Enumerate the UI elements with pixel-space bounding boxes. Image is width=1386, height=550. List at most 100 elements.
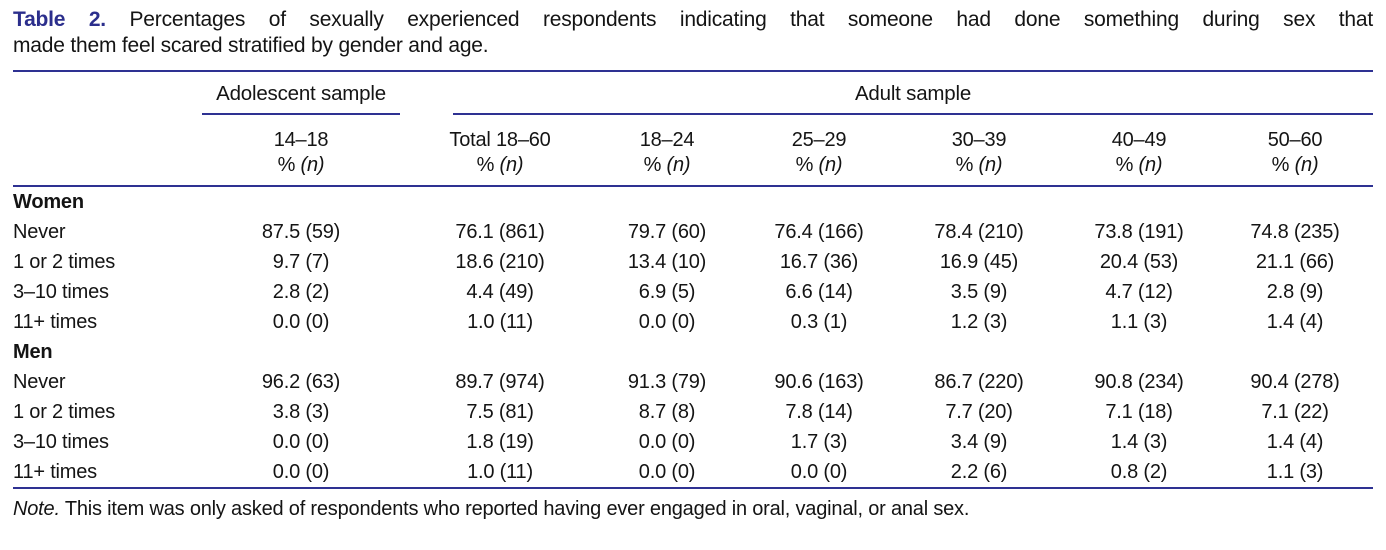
value-cell: 73.8 (191) (1094, 221, 1184, 243)
value-cell: 86.7 (220) (934, 371, 1024, 393)
age-range-label: 50–60 (1267, 129, 1323, 151)
value-cell: 0.0 (0) (272, 431, 330, 453)
table-body: Women Never 87.5 (59) 76.1 (861) 79.7 (60) 76… (13, 186, 1373, 487)
unit-label: % (n) (476, 154, 524, 176)
group-header-spacer (13, 72, 195, 115)
row-label: 11+ times (13, 311, 97, 333)
age-range-label: 18–24 (639, 129, 695, 151)
unit-label: % (n) (955, 154, 1003, 176)
value-cell: 1.1 (3) (1110, 311, 1168, 333)
value-cell: 1.0 (11) (467, 461, 533, 483)
row-label: 11+ times (13, 461, 97, 483)
value-cell: 0.3 (1) (790, 311, 848, 333)
table-bottom-rule (13, 487, 1373, 489)
column-header-18-24: 18–24 % (n) (593, 115, 741, 187)
value-cell: 9.7 (7) (272, 251, 330, 273)
value-cell: 16.7 (36) (779, 251, 859, 273)
column-header-spacer (13, 115, 195, 187)
data-row: 1 or 2 times 3.8 (3) 7.5 (81) 8.7 (8) 7.8 (1… (13, 397, 1373, 427)
value-cell: 2.8 (9) (1266, 281, 1324, 303)
column-header-30-39: 30–39 % (n) (897, 115, 1061, 187)
value-cell: 90.8 (234) (1094, 371, 1184, 393)
value-cell: 1.1 (3) (1266, 461, 1324, 483)
age-range-label: 30–39 (951, 129, 1007, 151)
group-header-adult: Adult sample (407, 72, 1374, 115)
data-row: 3–10 times 2.8 (2) 4.4 (49) 6.9 (5) 6.6 (14)… (13, 277, 1373, 307)
column-header-row: 14–18 % (n) Total 18–60 % (n) 18–24 % (n… (13, 115, 1374, 187)
data-row: Never 96.2 (63) 89.7 (974) 91.3 (79) 90.6 (1… (13, 367, 1373, 397)
unit-label: % (n) (1115, 154, 1163, 176)
value-cell: 7.8 (14) (785, 401, 853, 423)
row-label: 1 or 2 times (13, 401, 116, 423)
value-cell: 76.1 (861) (455, 221, 545, 243)
value-cell: 16.9 (45) (939, 251, 1019, 273)
value-cell: 7.7 (20) (945, 401, 1013, 423)
section-row: Women (13, 186, 1373, 217)
value-cell: 20.4 (53) (1099, 251, 1179, 273)
row-label: 3–10 times (13, 281, 109, 303)
value-cell: 6.9 (5) (638, 281, 696, 303)
value-cell: 1.4 (4) (1266, 311, 1324, 333)
unit-label: % (n) (277, 154, 325, 176)
value-cell: 1.4 (4) (1266, 431, 1324, 453)
value-cell: 1.0 (11) (467, 311, 533, 333)
value-cell: 18.6 (210) (455, 251, 545, 273)
value-cell: 4.4 (49) (466, 281, 534, 303)
value-cell: 87.5 (59) (261, 221, 341, 243)
value-cell: 0.0 (0) (638, 431, 696, 453)
value-cell: 0.0 (0) (638, 461, 696, 483)
row-label: Never (13, 221, 66, 243)
data-row: 11+ times 0.0 (0) 1.0 (11) 0.0 (0) 0.3 (1) 1.… (13, 307, 1373, 337)
results-table: Adolescent sample Adult sample 14–18 % (… (13, 72, 1374, 487)
value-cell: 0.0 (0) (272, 461, 330, 483)
value-cell: 89.7 (974) (455, 371, 545, 393)
unit-label: % (n) (643, 154, 691, 176)
age-range-label: 14–18 (273, 129, 329, 151)
unit-label: % (n) (795, 154, 843, 176)
value-cell: 1.2 (3) (950, 311, 1008, 333)
value-cell: 6.6 (14) (785, 281, 853, 303)
unit-label: % (n) (1271, 154, 1319, 176)
column-header-50-60: 50–60 % (n) (1217, 115, 1374, 187)
table-note: Note. This item was only asked of respon… (13, 489, 1373, 521)
row-label: Never (13, 371, 66, 393)
age-range-label: 25–29 (791, 129, 847, 151)
table-head: Adolescent sample Adult sample 14–18 % (… (13, 72, 1374, 187)
value-cell: 3.8 (3) (272, 401, 330, 423)
data-row: 1 or 2 times 9.7 (7) 18.6 (210) 13.4 (10) 16… (13, 247, 1373, 277)
value-cell: 90.6 (163) (774, 371, 864, 393)
value-cell: 2.8 (2) (272, 281, 330, 303)
column-header-total-18-60: Total 18–60 % (n) (407, 115, 593, 187)
value-cell: 0.8 (2) (1110, 461, 1168, 483)
value-cell: 1.8 (19) (466, 431, 534, 453)
value-cell: 3.5 (9) (950, 281, 1008, 303)
value-cell: 1.4 (3) (1110, 431, 1168, 453)
note-prefix: Note. (13, 498, 60, 520)
group-header-row: Adolescent sample Adult sample (13, 72, 1374, 115)
value-cell: 0.0 (0) (272, 311, 330, 333)
value-cell: 96.2 (63) (261, 371, 341, 393)
note-text: This item was only asked of respondents … (64, 498, 970, 520)
value-cell: 74.8 (235) (1250, 221, 1340, 243)
value-cell: 0.0 (0) (638, 311, 696, 333)
value-cell: 1.7 (3) (790, 431, 848, 453)
value-cell: 79.7 (60) (627, 221, 707, 243)
row-label: 1 or 2 times (13, 251, 116, 273)
value-cell: 91.3 (79) (627, 371, 707, 393)
table-caption: Table 2. Percentages of sexually experie… (13, 7, 1373, 59)
row-label: 3–10 times (13, 431, 109, 453)
value-cell: 7.1 (22) (1261, 401, 1329, 423)
value-cell: 2.2 (6) (950, 461, 1008, 483)
value-cell: 4.7 (12) (1105, 281, 1173, 303)
caption-divider-rule (13, 70, 1373, 72)
value-cell: 7.1 (18) (1105, 401, 1173, 423)
data-row: 3–10 times 0.0 (0) 1.8 (19) 0.0 (0) 1.7 (3) 3… (13, 427, 1373, 457)
section-row: Men (13, 337, 1373, 367)
group-header-adolescent-label: Adolescent sample (202, 82, 400, 115)
column-header-14-18: 14–18 % (n) (195, 115, 407, 187)
age-range-label: 40–49 (1111, 129, 1167, 151)
value-cell: 8.7 (8) (638, 401, 696, 423)
value-cell: 78.4 (210) (934, 221, 1024, 243)
group-header-adolescent: Adolescent sample (195, 72, 407, 115)
